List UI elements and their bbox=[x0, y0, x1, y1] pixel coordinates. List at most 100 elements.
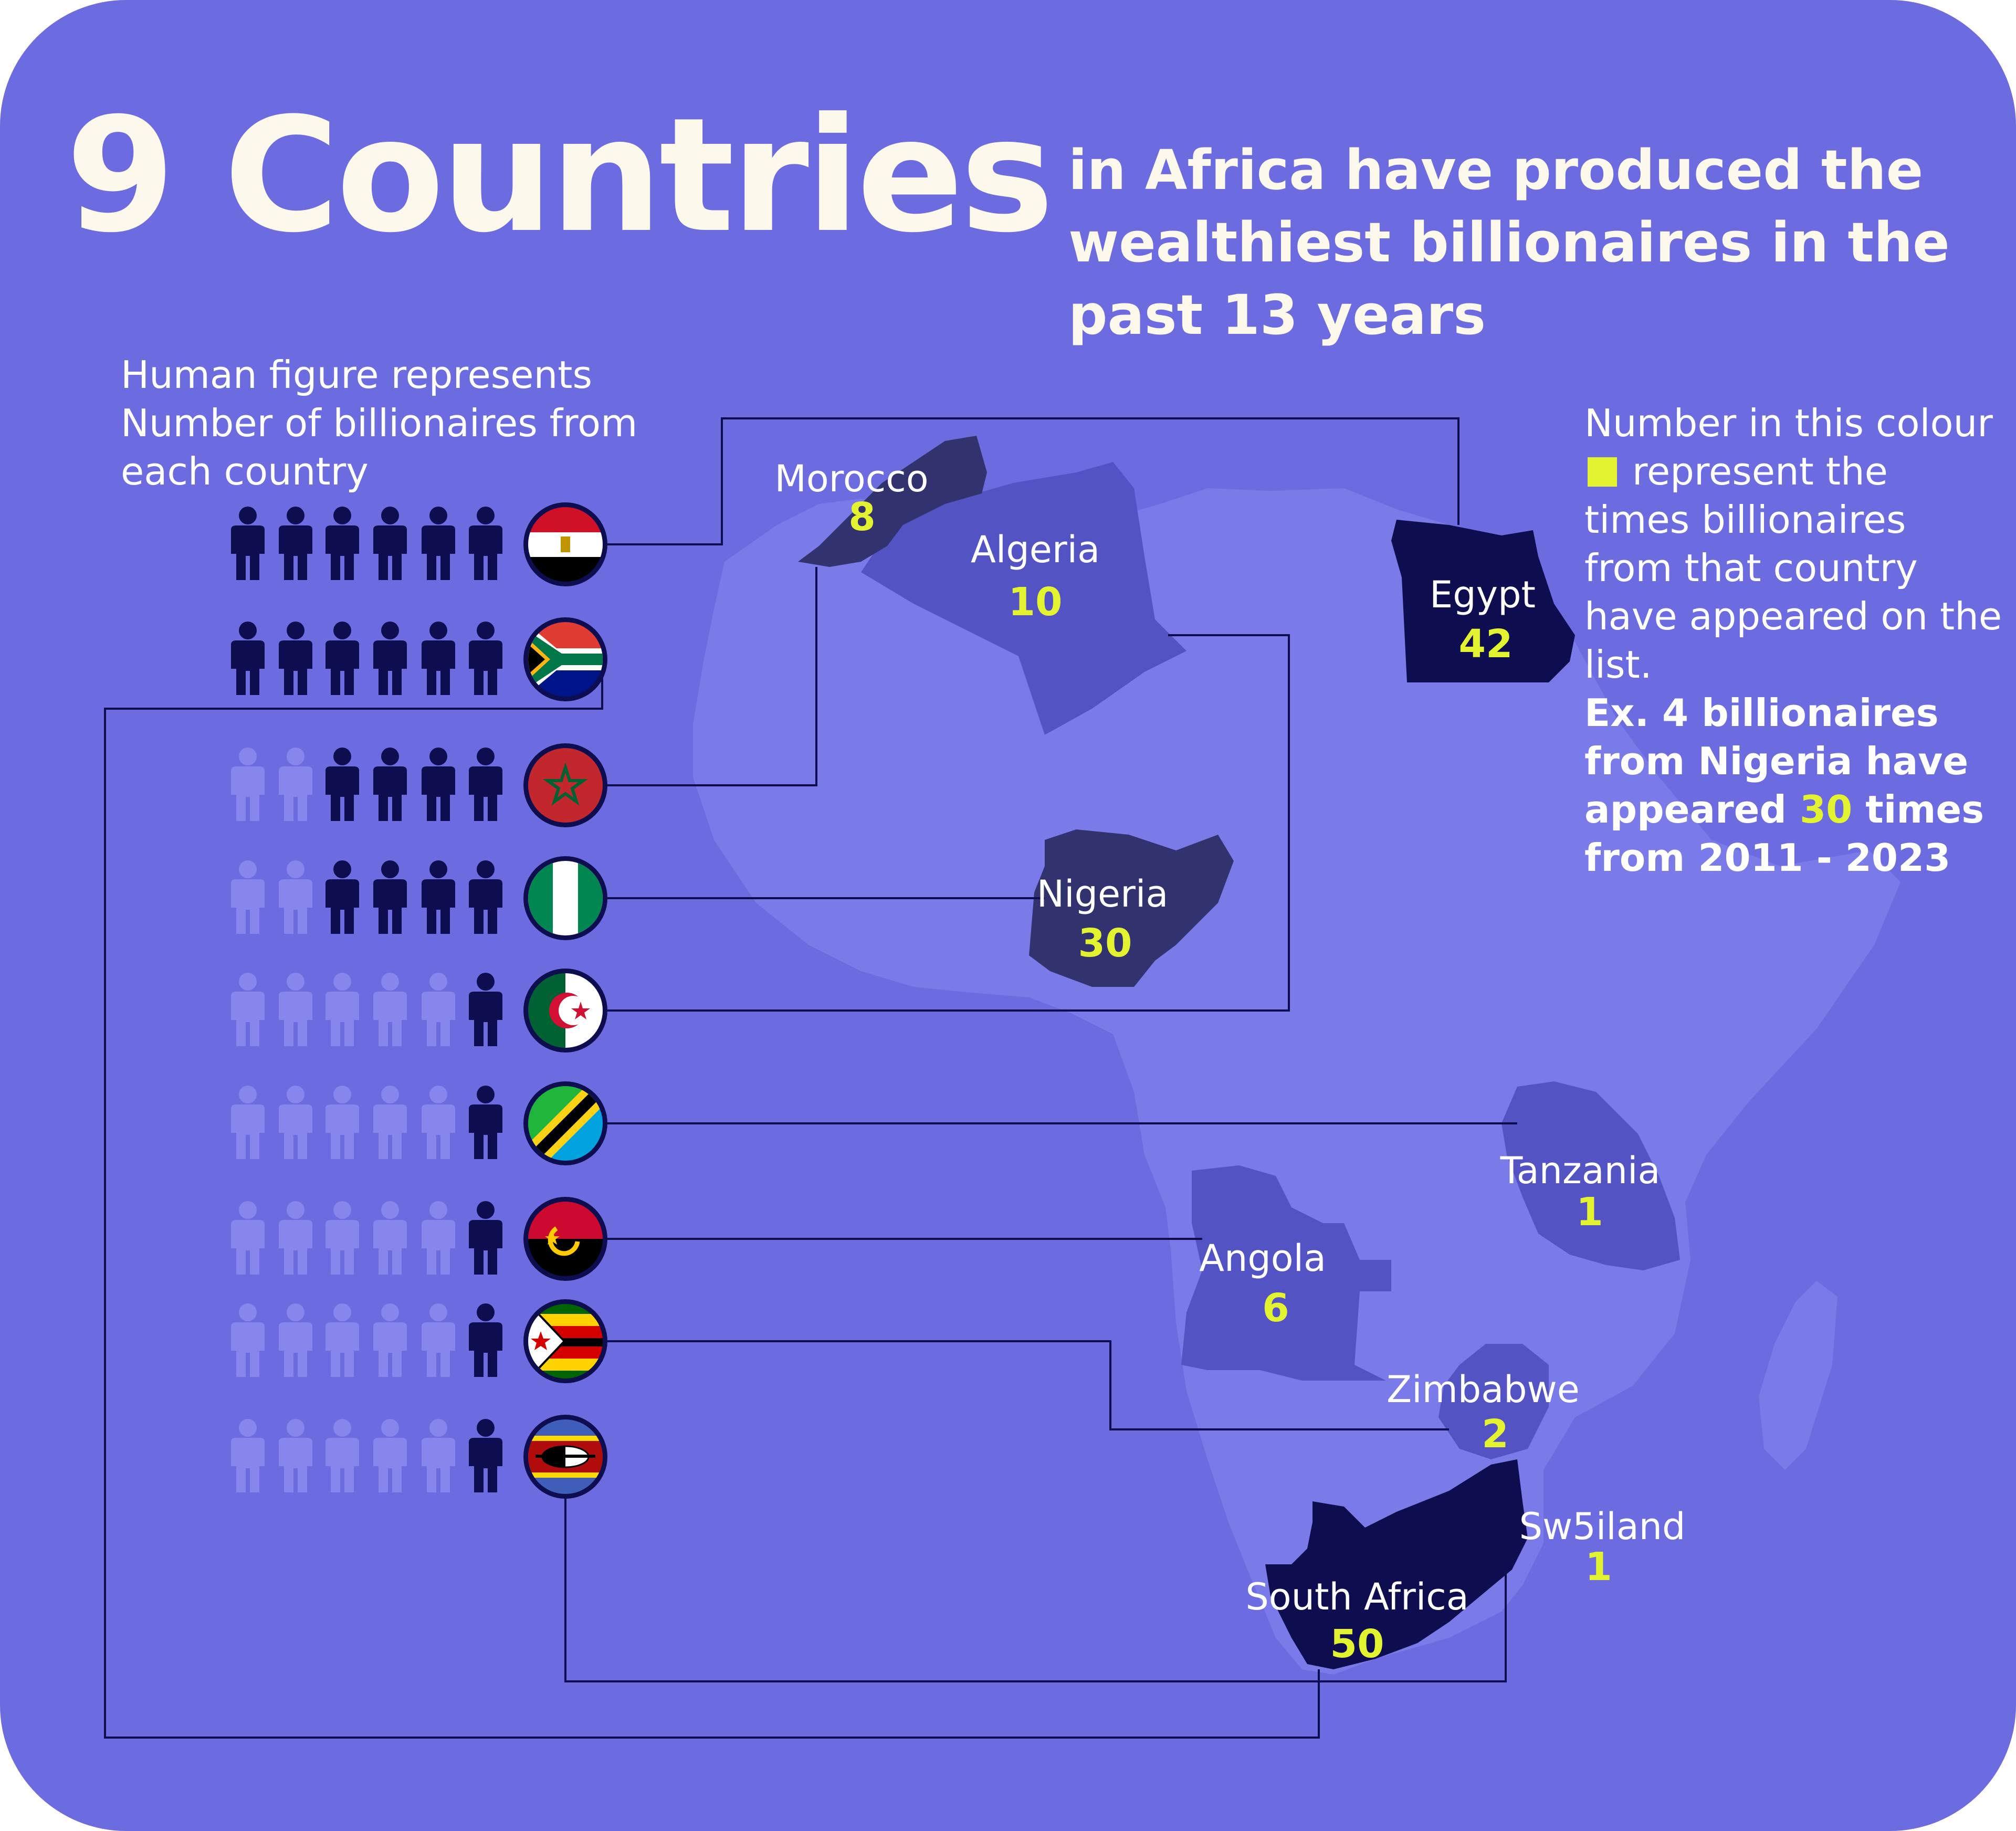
tanzania-flag bbox=[528, 1086, 603, 1161]
example-text-1: Ex. 4 billionaires from Nigeria have app… bbox=[1584, 691, 1969, 832]
person-icon-faded bbox=[279, 1419, 312, 1492]
person-icon-filled bbox=[279, 507, 312, 580]
person-icon-faded bbox=[373, 1201, 407, 1275]
south-africa-flag bbox=[528, 622, 603, 697]
map-value-tanzania: 1 bbox=[1576, 1190, 1603, 1235]
person-icon-faded bbox=[231, 860, 265, 934]
morocco-flag bbox=[528, 748, 603, 823]
person-icon-faded bbox=[373, 1086, 407, 1159]
angola-shape bbox=[1181, 1165, 1391, 1381]
person-icon-faded bbox=[373, 1419, 407, 1492]
person-icon-filled bbox=[326, 748, 359, 821]
person-icon-filled bbox=[422, 748, 455, 821]
person-icon-filled bbox=[469, 1086, 502, 1159]
person-icon-filled bbox=[469, 973, 502, 1046]
person-icon-faded bbox=[231, 1419, 265, 1492]
map-value-algeria: 10 bbox=[1008, 580, 1063, 625]
figure-legend-note: Human figure represents Number of billio… bbox=[121, 353, 638, 493]
nigeria-flag bbox=[528, 861, 603, 935]
person-icon-faded bbox=[279, 1303, 312, 1377]
example-highlight-number: 30 bbox=[1800, 787, 1853, 832]
person-icon-filled bbox=[469, 1419, 502, 1492]
person-icon-filled bbox=[422, 622, 455, 695]
map-value-egypt: 42 bbox=[1458, 622, 1513, 667]
person-icon-filled bbox=[469, 622, 502, 695]
map-label-algeria: Algeria bbox=[971, 528, 1100, 571]
map-value-south-africa: 50 bbox=[1330, 1622, 1384, 1667]
person-figures bbox=[231, 507, 502, 1492]
map-value-zimbabwe: 2 bbox=[1482, 1412, 1509, 1457]
person-icon-faded bbox=[373, 973, 407, 1046]
person-icon-filled bbox=[469, 860, 502, 934]
person-icon-filled bbox=[373, 622, 407, 695]
map-label-nigeria: Nigeria bbox=[1036, 872, 1169, 916]
zimbabwe-shape bbox=[1438, 1344, 1549, 1459]
africa-map bbox=[693, 488, 1900, 1675]
madagascar-map bbox=[1759, 1281, 1838, 1470]
explanation-text-1: Number in this colour bbox=[1584, 401, 1993, 445]
map-label-zimbabwe: Zimbabwe bbox=[1387, 1368, 1580, 1411]
example-text-2: times from 2011 - 2023 bbox=[1584, 787, 1984, 880]
south-africa-shape bbox=[1265, 1459, 1528, 1669]
person-icon-faded bbox=[279, 860, 312, 934]
person-icon-filled bbox=[279, 622, 312, 695]
person-icon-faded bbox=[231, 1303, 265, 1377]
map-value-morocco: 8 bbox=[848, 494, 876, 540]
person-icon-filled bbox=[326, 622, 359, 695]
map-label-angola: Angola bbox=[1199, 1237, 1326, 1280]
person-icon-filled bbox=[326, 507, 359, 580]
map-label-tanzania: Tanzania bbox=[1500, 1149, 1661, 1192]
explanation-text-2: represent the times billionaires from th… bbox=[1584, 449, 2002, 687]
person-icon-faded bbox=[279, 1201, 312, 1275]
person-icon-faded bbox=[231, 1086, 265, 1159]
eswatini-shape bbox=[1488, 1515, 1511, 1538]
algeria-shape bbox=[861, 462, 1186, 735]
explanation-note: Number in this colour represent the time… bbox=[1584, 399, 2004, 882]
map-value-angola: 6 bbox=[1262, 1286, 1289, 1331]
map-label-eswatini: Sw5iland bbox=[1519, 1505, 1686, 1548]
person-icon-filled bbox=[422, 860, 455, 934]
headline: 9 Countries bbox=[66, 84, 1054, 267]
person-icon-faded bbox=[422, 1419, 455, 1492]
person-icon-faded bbox=[326, 1303, 359, 1377]
person-icon-faded bbox=[326, 1086, 359, 1159]
egypt-shape bbox=[1391, 520, 1575, 682]
map-label-egypt: Egypt bbox=[1430, 573, 1536, 616]
yellow-swatch-icon bbox=[1588, 457, 1617, 487]
nigeria-shape bbox=[1029, 829, 1234, 987]
person-icon-faded bbox=[279, 973, 312, 1046]
person-icon-faded bbox=[373, 1303, 407, 1377]
person-icon-faded bbox=[231, 1201, 265, 1275]
map-label-morocco: Morocco bbox=[774, 457, 929, 500]
person-icon-faded bbox=[326, 973, 359, 1046]
map-value-nigeria: 30 bbox=[1078, 921, 1132, 966]
person-icon-filled bbox=[469, 748, 502, 821]
person-icon-faded bbox=[326, 1419, 359, 1492]
zimbabwe-flag bbox=[528, 1304, 603, 1378]
connector-lines bbox=[104, 417, 1517, 1739]
person-icon-filled bbox=[373, 507, 407, 580]
person-icon-faded bbox=[279, 748, 312, 821]
person-icon-filled bbox=[373, 860, 407, 934]
person-icon-faded bbox=[422, 1086, 455, 1159]
person-icon-faded bbox=[326, 1201, 359, 1275]
subheadline: in Africa have produced the wealthiest b… bbox=[1068, 138, 1950, 347]
person-icon-filled bbox=[469, 1201, 502, 1275]
person-icon-filled bbox=[469, 507, 502, 580]
person-icon-faded bbox=[231, 748, 265, 821]
person-icon-filled bbox=[373, 748, 407, 821]
eswatini-flag bbox=[528, 1419, 603, 1494]
tanzania-shape bbox=[1502, 1081, 1680, 1270]
map-label-south-africa: South Africa bbox=[1245, 1575, 1469, 1618]
person-icon-faded bbox=[422, 1303, 455, 1377]
explanation-example: Ex. 4 billionaires from Nigeria have app… bbox=[1584, 689, 2004, 882]
person-icon-filled bbox=[231, 622, 265, 695]
person-icon-faded bbox=[422, 1201, 455, 1275]
person-icon-faded bbox=[231, 973, 265, 1046]
person-icon-faded bbox=[279, 1086, 312, 1159]
person-icon-filled bbox=[469, 1303, 502, 1377]
morocco-shape bbox=[798, 436, 987, 567]
person-icon-filled bbox=[422, 507, 455, 580]
